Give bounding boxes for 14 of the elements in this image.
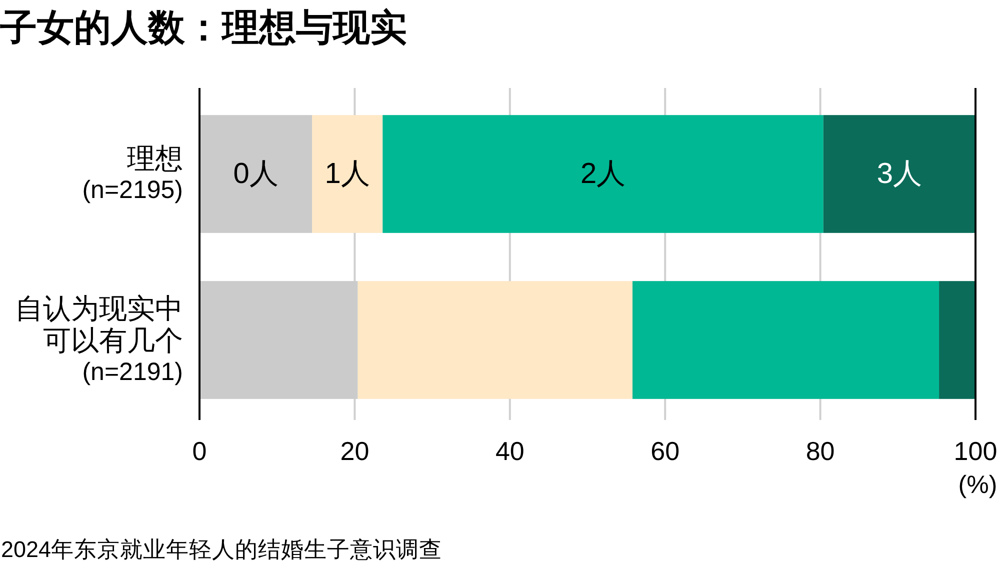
x-tick-label: 60	[650, 436, 680, 466]
x-tick-label: 40	[495, 436, 524, 466]
x-tick-label: 100	[954, 436, 998, 466]
y-tick-label: 理想 (n=2195)	[82, 142, 183, 204]
series-label: 2人	[580, 158, 626, 190]
series-label: 1人	[324, 158, 370, 190]
x-tick-label: 20	[340, 436, 370, 466]
text: 2024年东京就业年轻人的结婚生子意识调查	[1, 537, 442, 562]
x-tick-label: 0	[192, 436, 207, 466]
series-label: 3人	[876, 158, 922, 190]
x-tick-label: 80	[806, 436, 835, 466]
y-tick-label: 自认为现实中可以有几个 (n=2191)	[15, 292, 183, 386]
series-label: 0人	[233, 158, 278, 190]
x-axis-title: (%)	[958, 471, 998, 499]
